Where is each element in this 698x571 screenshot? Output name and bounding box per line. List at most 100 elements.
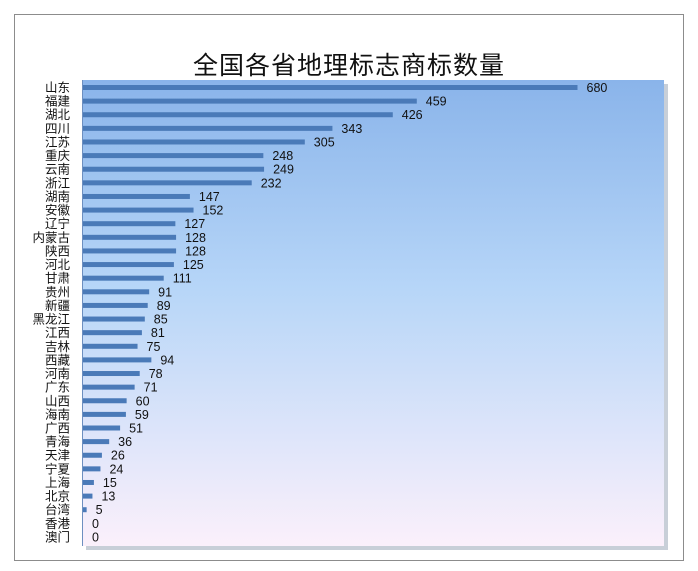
bar — [83, 411, 126, 417]
data-label: 13 — [101, 490, 115, 504]
category-tick-label: 陕西 — [45, 243, 70, 258]
category-tick-label: 江苏 — [45, 134, 70, 149]
category-tick-label: 宁夏 — [45, 461, 71, 476]
bar — [83, 357, 152, 363]
category-tick-label: 福建 — [45, 94, 71, 109]
bar — [83, 466, 101, 472]
data-label: 59 — [135, 408, 149, 422]
bar — [83, 289, 150, 295]
bar — [83, 153, 264, 159]
data-label: 459 — [426, 95, 447, 109]
data-label: 71 — [144, 381, 158, 395]
data-label: 680 — [587, 81, 608, 95]
chart-title: 全国各省地理标志商标数量 — [192, 51, 505, 80]
data-label: 78 — [149, 367, 163, 381]
bar — [83, 85, 578, 90]
category-tick-label: 山西 — [45, 393, 70, 408]
category-tick-label: 北京 — [45, 489, 70, 504]
category-tick-label: 贵州 — [45, 284, 70, 299]
category-tick-label: 黑龙江 — [32, 312, 70, 327]
category-tick-label: 浙江 — [45, 175, 70, 190]
category-tick-label: 四川 — [45, 121, 70, 136]
data-label: 5 — [96, 503, 103, 517]
data-label: 232 — [261, 176, 282, 190]
category-tick-label: 河南 — [45, 366, 70, 381]
bar — [83, 316, 145, 322]
bar — [83, 248, 177, 254]
bar — [83, 193, 190, 199]
category-tick-label: 湖北 — [45, 107, 71, 122]
category-tick-label: 广东 — [45, 380, 70, 395]
data-label: 24 — [109, 462, 123, 476]
bar — [83, 452, 102, 458]
bar — [83, 112, 393, 118]
bar — [83, 343, 138, 349]
category-tick-label: 吉林 — [45, 339, 71, 354]
category-tick-label: 香港 — [45, 516, 71, 531]
data-label: 81 — [151, 326, 165, 340]
data-label: 152 — [203, 204, 224, 218]
category-tick-label: 云南 — [45, 162, 70, 177]
category-tick-label: 澳门 — [45, 529, 70, 544]
category-tick-label: 河北 — [45, 257, 71, 272]
category-tick-label: 新疆 — [45, 298, 70, 313]
bar — [83, 275, 164, 281]
data-label: 305 — [314, 135, 335, 149]
category-tick-label: 上海 — [45, 475, 71, 490]
bar — [83, 493, 93, 499]
data-label: 127 — [184, 217, 205, 231]
bar — [83, 507, 87, 513]
data-label: 75 — [147, 340, 161, 354]
bar — [83, 302, 148, 308]
category-tick-label: 甘肃 — [45, 271, 70, 286]
data-label: 60 — [136, 394, 150, 408]
data-label: 91 — [158, 285, 172, 299]
data-label: 128 — [185, 231, 206, 245]
data-label: 426 — [402, 108, 423, 122]
category-tick-label: 天津 — [45, 448, 70, 463]
data-label: 125 — [183, 258, 204, 272]
data-label: 147 — [199, 190, 220, 204]
category-tick-label: 安徽 — [45, 203, 71, 218]
bar — [83, 384, 135, 390]
bar — [83, 425, 121, 431]
data-label: 111 — [173, 272, 192, 286]
bar — [83, 330, 142, 336]
bar — [83, 139, 305, 145]
category-tick-label: 广西 — [45, 421, 70, 436]
data-label: 94 — [160, 353, 174, 367]
data-label: 36 — [118, 435, 132, 449]
data-label: 26 — [111, 449, 125, 463]
bar — [83, 234, 177, 240]
category-tick-label: 台湾 — [45, 502, 70, 517]
category-tick-label: 西藏 — [45, 352, 71, 367]
data-label: 15 — [103, 476, 117, 490]
data-label: 249 — [273, 163, 294, 177]
bar — [83, 207, 194, 213]
bar — [83, 221, 176, 227]
data-label: 343 — [341, 122, 362, 136]
bar — [83, 439, 110, 445]
bar — [83, 98, 417, 104]
category-tick-label: 江西 — [45, 325, 70, 340]
bar — [83, 398, 127, 404]
bar — [83, 180, 252, 186]
data-label: 85 — [154, 313, 168, 327]
category-tick-label: 青海 — [45, 434, 71, 449]
bar — [83, 262, 174, 268]
data-label: 0 — [92, 530, 99, 544]
data-label: 89 — [157, 299, 171, 313]
data-label: 0 — [92, 517, 99, 531]
data-label: 248 — [272, 149, 293, 163]
bar — [83, 479, 94, 485]
bar — [83, 166, 265, 172]
bar — [83, 371, 140, 377]
category-tick-label: 内蒙古 — [32, 230, 70, 245]
data-label: 51 — [129, 422, 143, 436]
category-tick-label: 海南 — [45, 407, 70, 422]
data-label: 128 — [185, 244, 206, 258]
category-tick-label: 山东 — [45, 80, 70, 95]
category-tick-label: 辽宁 — [45, 216, 70, 231]
plot-area — [82, 80, 664, 546]
